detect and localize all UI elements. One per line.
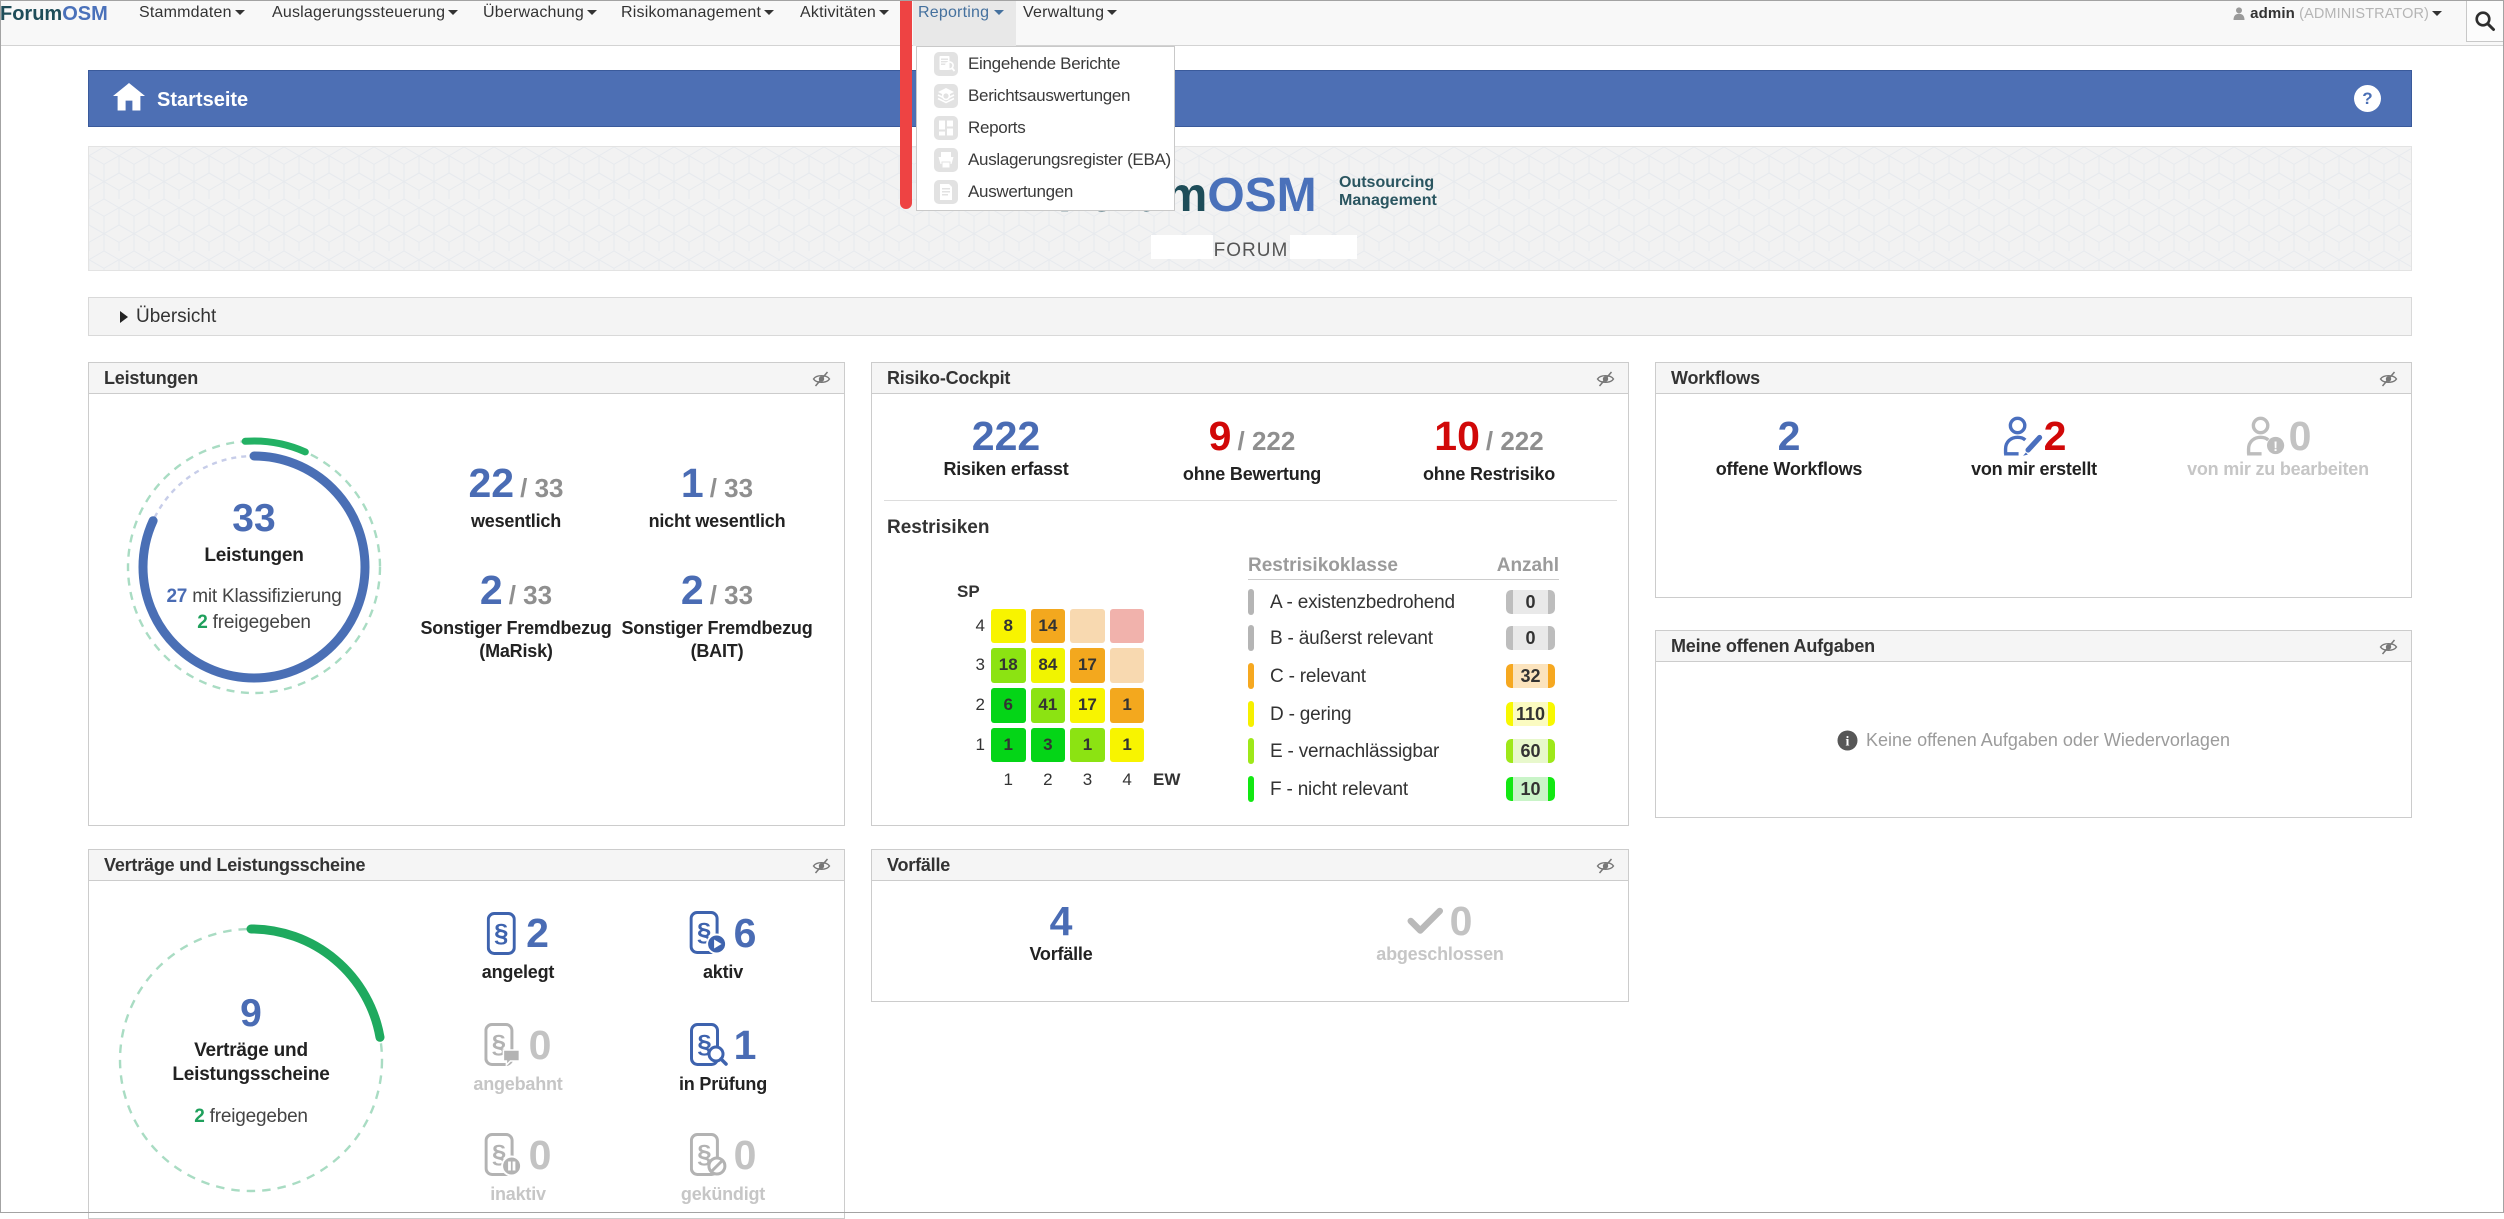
svg-text:!: ! <box>2273 438 2278 454</box>
svg-text:§: § <box>494 918 508 948</box>
svg-text:§: § <box>492 1029 506 1059</box>
svg-text:i: i <box>1846 734 1850 749</box>
svg-text:§: § <box>697 1139 711 1169</box>
